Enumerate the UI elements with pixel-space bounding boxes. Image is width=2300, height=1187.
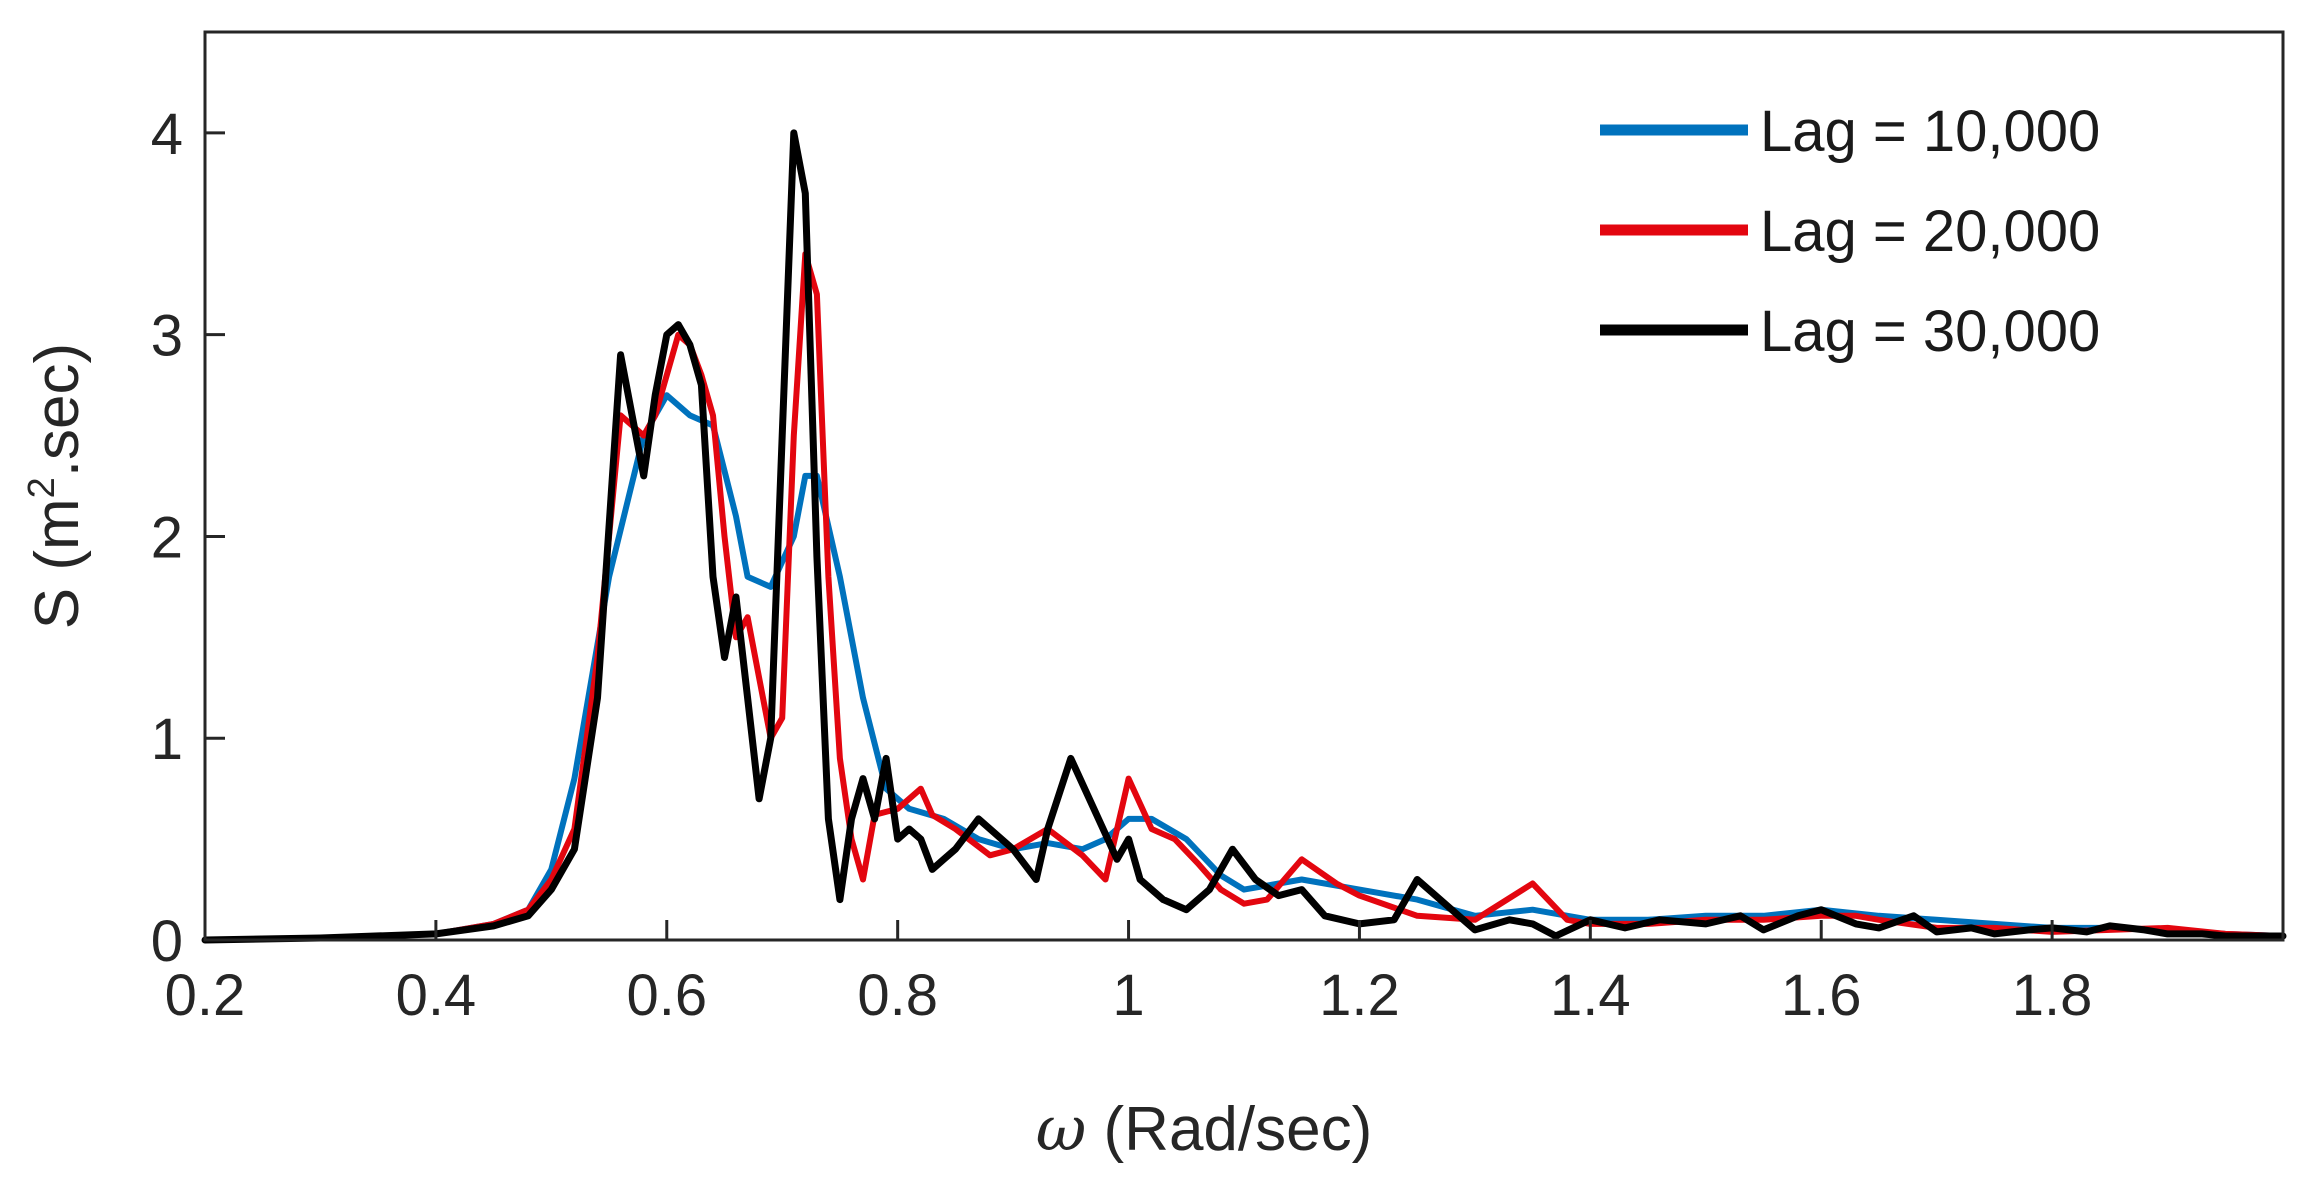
legend-label-lag-10000: Lag = 10,000 [1760,99,2100,164]
y-axis-label-superscript: 2 [21,477,63,498]
y-tick-label: 3 [151,304,183,369]
series-layer [201,129,2287,944]
omega-symbol: ω [1036,1092,1087,1165]
y-axis-ticks: 0 1 2 3 4 [151,102,225,974]
y-tick-label: 0 [151,909,183,974]
x-tick-label: 0.6 [626,963,707,1028]
x-tick-label: 0.8 [857,963,938,1028]
x-tick-label: 0.2 [165,963,246,1028]
x-tick-label: 1.2 [1319,963,1400,1028]
y-axis-label-prefix: S (m [23,498,92,629]
x-axis-unit: (Rad/sec) [1086,1095,1372,1164]
y-tick-label: 1 [151,707,183,772]
legend-label-lag-30000: Lag = 30,000 [1760,299,2100,364]
x-tick-label: 1 [1112,963,1144,1028]
y-tick-label: 2 [151,505,183,570]
legend: Lag = 10,000 Lag = 20,000 Lag = 30,000 [1600,99,2100,364]
series-line-lag-20-000 [202,251,2286,943]
x-axis-ticks: 0.2 0.4 0.6 0.8 1 1.2 1.4 1.6 1.8 [165,920,2093,1028]
legend-label-lag-20000: Lag = 20,000 [1760,199,2100,264]
x-tick-label: 0.4 [396,963,477,1028]
x-tick-label: 1.8 [2012,963,2093,1028]
x-axis-label: ω (Rad/sec) [1036,1092,1373,1165]
x-tick-label: 1.4 [1550,963,1631,1028]
y-axis-label: S (m2.sec) [21,343,92,629]
plot-area-frame [203,30,2285,942]
x-tick-label: 1.6 [1781,963,1862,1028]
series-line-lag-30-000 [201,129,2287,944]
y-tick-label: 4 [151,102,183,167]
y-axis-label-suffix: .sec) [23,343,92,477]
